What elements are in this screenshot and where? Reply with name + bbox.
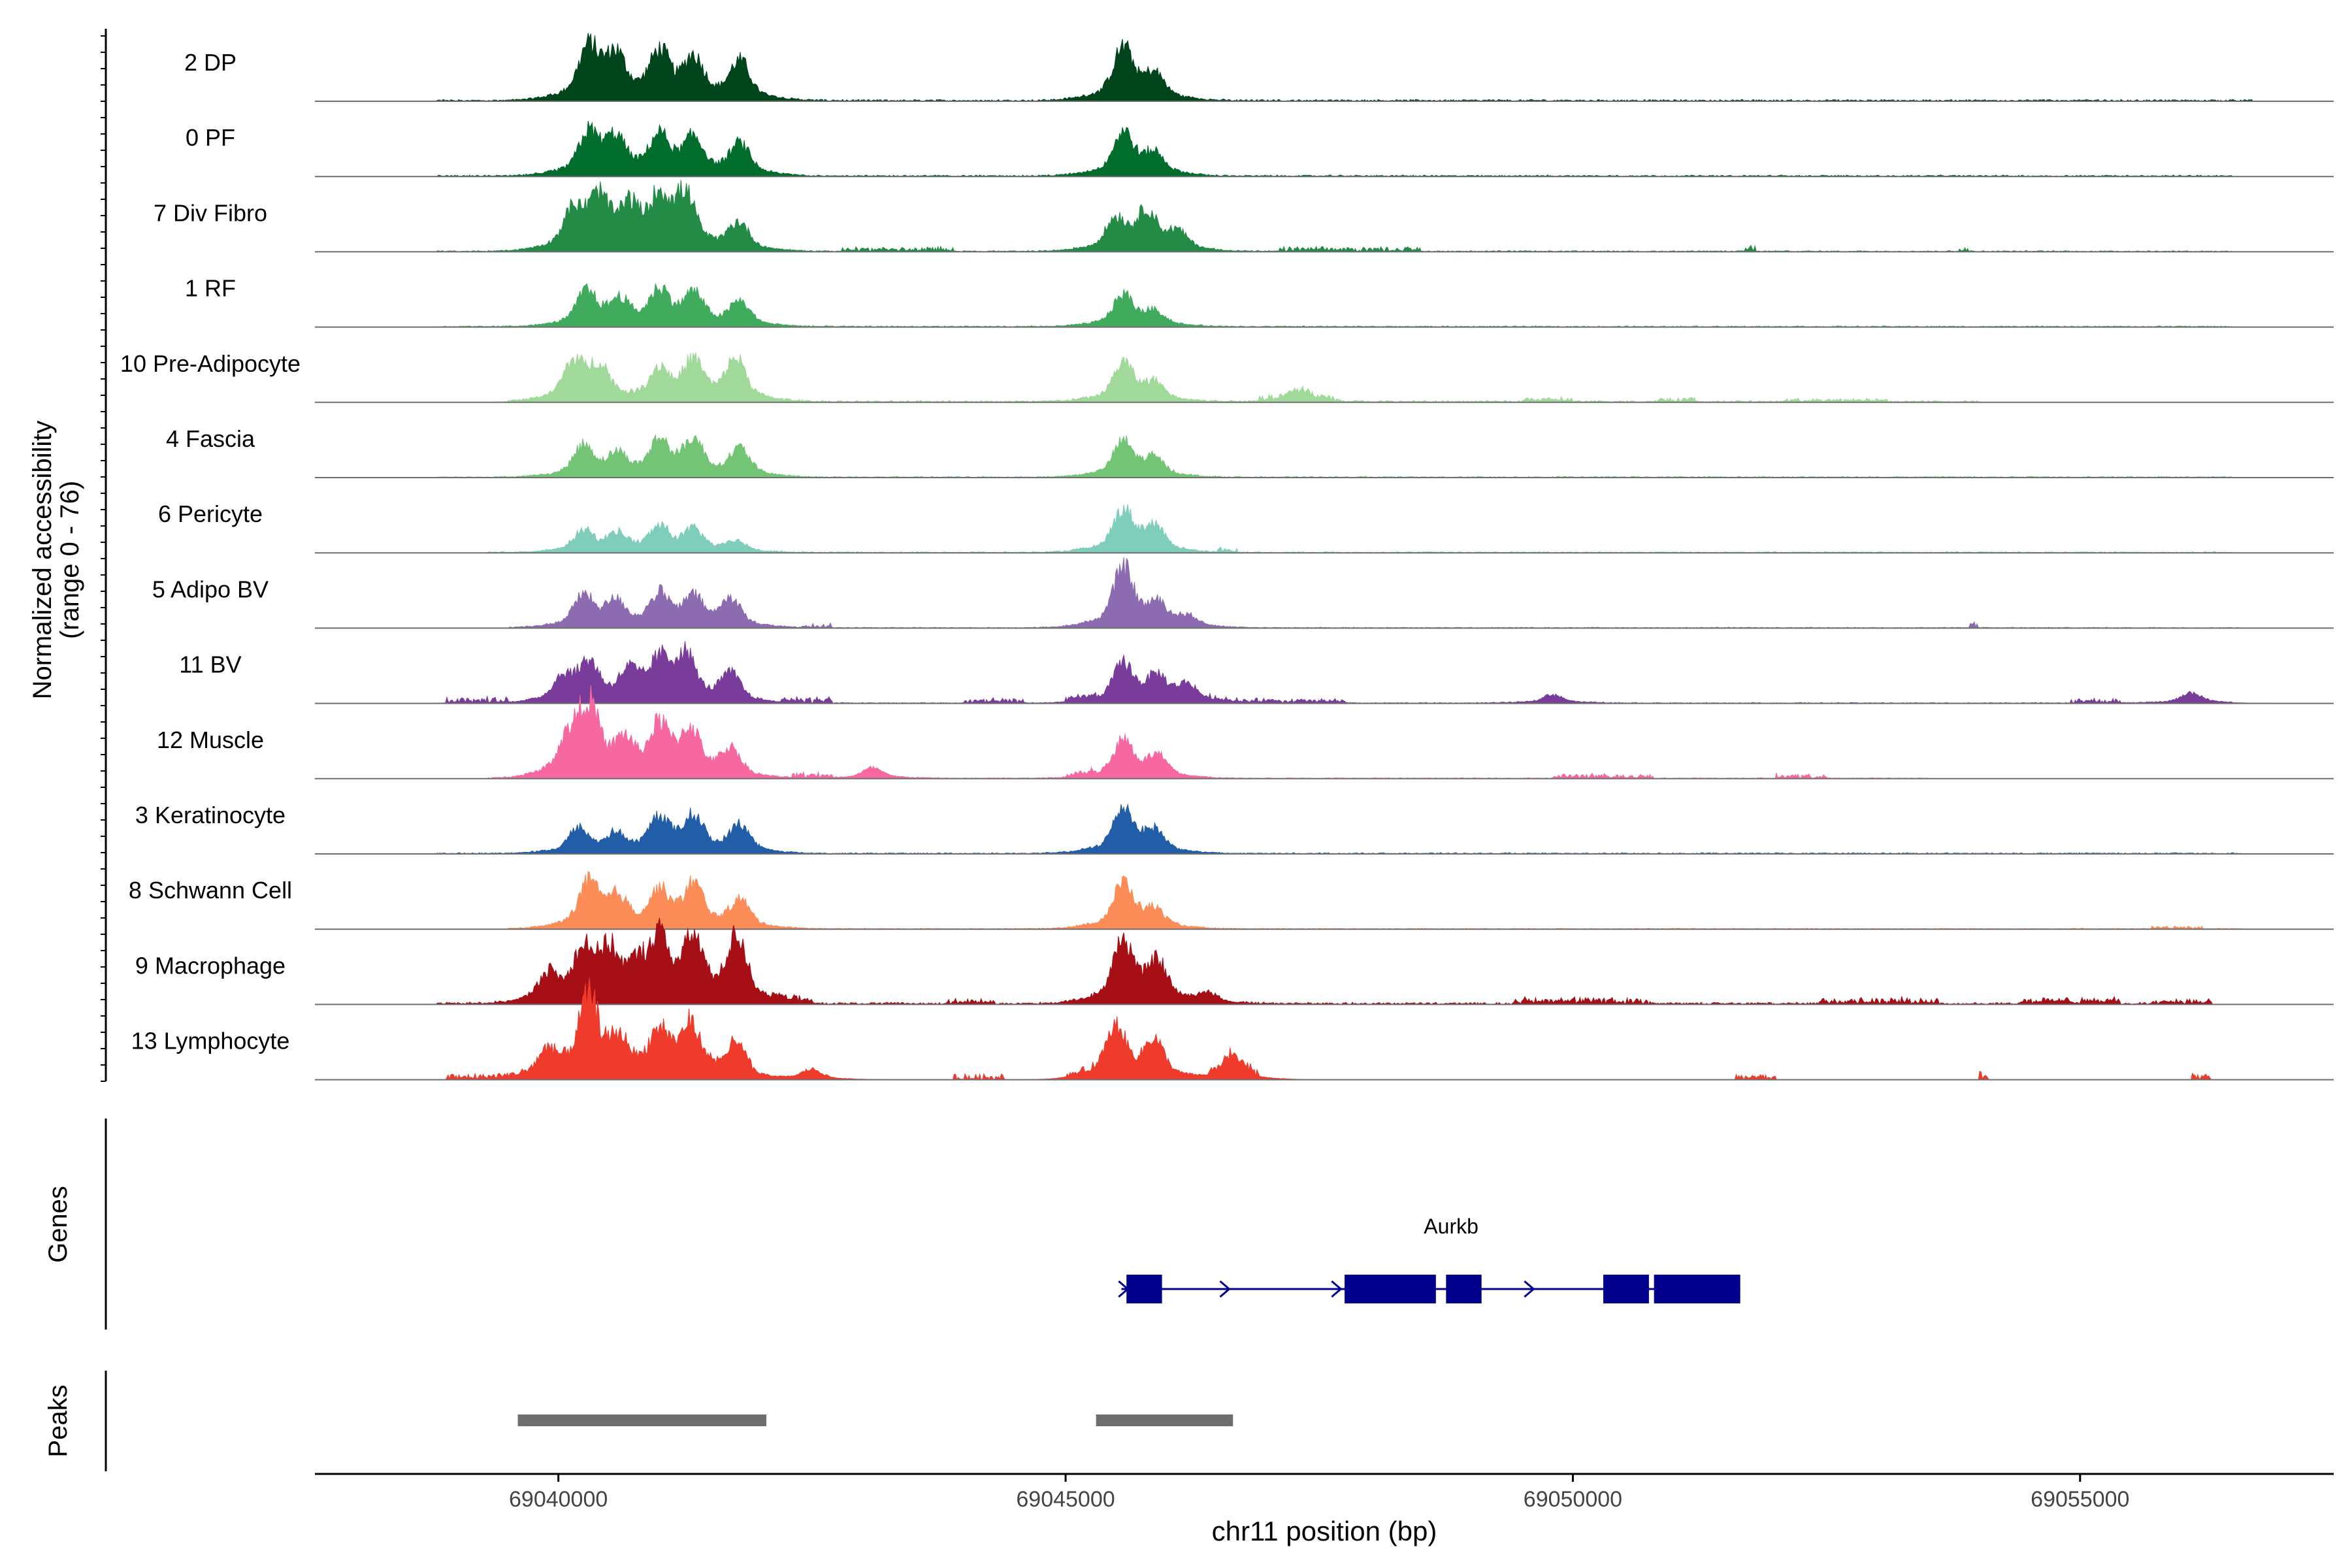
track: 7 Div Fibro	[154, 180, 2334, 253]
peak-region	[517, 1414, 766, 1426]
track-label: 5 Adipo BV	[152, 576, 269, 602]
coverage-area	[315, 917, 2334, 1005]
track-label: 11 BV	[179, 651, 241, 678]
track-label: 1 RF	[185, 275, 236, 302]
gene-strand-arrow	[1331, 1280, 1343, 1298]
x-axis: 69040000 69045000 69050000 69055000	[315, 1473, 2334, 1512]
x-axis-label: chr11 position (bp)	[1212, 1516, 1437, 1546]
track-label: 9 Macrophage	[135, 952, 286, 979]
track: 4 Fascia	[166, 425, 2334, 478]
genes-track-label: Genes	[44, 1186, 73, 1263]
track-label: 13 Lymphocyte	[131, 1028, 290, 1054]
track-label: 7 Div Fibro	[154, 199, 267, 226]
x-tick-label: 69045000	[1016, 1487, 1115, 1512]
track: 13 Lymphocyte	[131, 977, 2334, 1081]
track: 11 BV	[179, 641, 2334, 704]
track-label: 3 Keratinocyte	[135, 802, 286, 828]
track-label: 4 Fascia	[166, 425, 255, 452]
track: 0 PF	[186, 120, 2334, 178]
coverage-area	[315, 180, 2334, 253]
track-label: 6 Pericyte	[158, 500, 263, 527]
peak-region	[1096, 1414, 1233, 1426]
x-tick-label: 69040000	[509, 1487, 608, 1512]
gene-exon	[1654, 1275, 1740, 1303]
gene-strand-arrow	[1524, 1280, 1535, 1298]
track: 1 RF	[185, 275, 2334, 328]
track: 3 Keratinocyte	[135, 802, 2334, 855]
x-tick-label: 69050000	[1524, 1487, 1622, 1512]
gene-track: Aurkb	[105, 1119, 1740, 1330]
gene-strand-arrow	[1219, 1280, 1231, 1298]
track: 5 Adipo BV	[152, 557, 2334, 629]
coverage-tracks: 2 DP 0 PF 7 Div Fibro 1 RF 10 Pre-Adipocyte 4…	[101, 29, 2334, 1082]
gene-exon	[1446, 1275, 1482, 1303]
coverage-area	[315, 504, 2334, 553]
peaks-track	[105, 1371, 1233, 1471]
x-tick-label: 69055000	[2031, 1487, 2129, 1512]
track-label: 8 Schwann Cell	[129, 877, 292, 904]
gene-exon	[1603, 1275, 1649, 1303]
track: 10 Pre-Adipocyte	[120, 350, 2334, 403]
gene-exon	[1345, 1275, 1436, 1303]
gene-name: Aurkb	[1424, 1215, 1478, 1238]
track-label: 2 DP	[184, 49, 237, 76]
track: 12 Muscle	[157, 685, 2334, 779]
gene-exon	[1126, 1275, 1162, 1303]
track: 9 Macrophage	[135, 917, 2334, 1005]
track: 2 DP	[184, 33, 2334, 102]
y-axis-label: Normalized accessibility	[28, 421, 57, 700]
track-label: 0 PF	[186, 124, 235, 151]
track-label: 10 Pre-Adipocyte	[120, 350, 301, 377]
peaks-track-label: Peaks	[44, 1384, 73, 1457]
y-axis-sublabel: (range 0 - 76)	[56, 481, 84, 639]
track-label: 12 Muscle	[157, 727, 264, 753]
track: 8 Schwann Cell	[129, 870, 2334, 930]
track: 6 Pericyte	[158, 500, 2334, 554]
